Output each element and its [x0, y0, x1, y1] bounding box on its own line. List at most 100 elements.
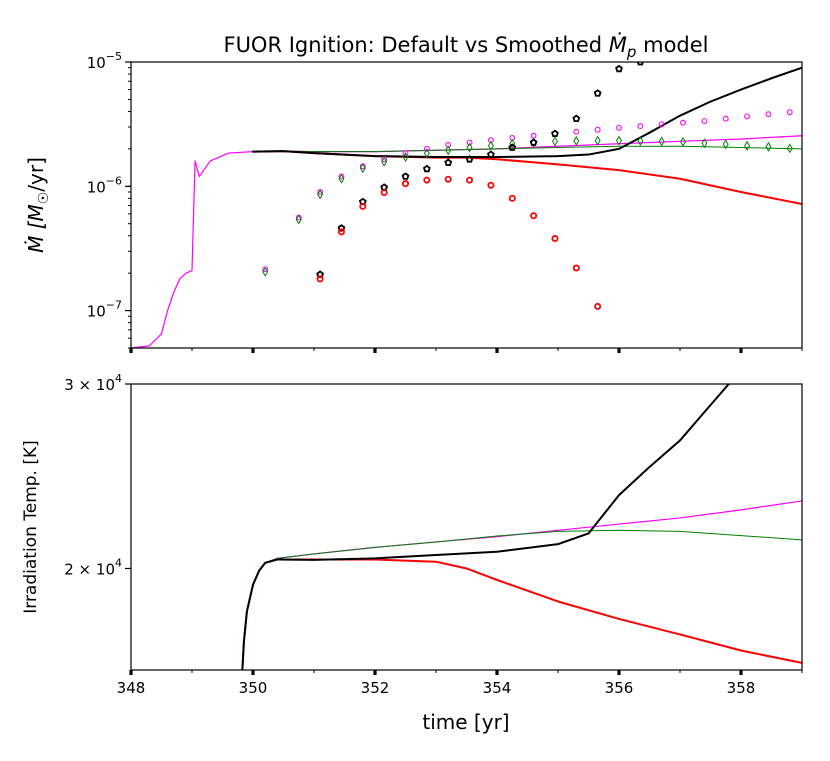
data-point-0-22 — [744, 113, 751, 120]
data-point-1-14 — [573, 135, 580, 146]
data-point-1-13 — [551, 136, 558, 147]
data-point-1-24 — [786, 143, 793, 154]
data-point-2-7 — [465, 155, 474, 163]
data-point-2-4 — [401, 172, 410, 180]
data-point-1-7 — [423, 148, 430, 159]
data-point-2-1 — [337, 224, 346, 232]
data-point-2-14 — [615, 64, 623, 73]
data-point-2-12 — [572, 114, 581, 122]
data-point-0-9 — [466, 139, 473, 146]
data-point-2-8 — [486, 150, 495, 158]
data-point-3-8 — [487, 181, 495, 189]
top-axes: 10−7 10−6 10−5 — [87, 50, 803, 353]
data-point-1-21 — [722, 139, 729, 150]
x-tick-label: 348 — [117, 679, 146, 697]
x-tick-label: 356 — [605, 679, 634, 697]
data-point-1-4 — [359, 163, 366, 174]
data-point-0-19 — [680, 119, 686, 126]
data-point-1-10 — [487, 140, 494, 151]
data-point-3-2 — [359, 202, 367, 210]
data-point-1-18 — [658, 136, 665, 147]
top-series-markers — [262, 62, 793, 310]
bottom-y-axis-title: Irradiation Temp. [K] — [21, 440, 41, 614]
data-point-1-17 — [637, 135, 644, 146]
bottom-plot-frame — [130, 383, 803, 671]
data-point-1-22 — [744, 140, 751, 151]
series-line-1-3 — [241, 384, 730, 670]
y-tick-label: 2 × 104 — [64, 556, 122, 578]
series-line-0-3 — [252, 66, 802, 159]
data-point-0-6 — [402, 150, 409, 157]
series-line-1-2 — [241, 558, 802, 670]
data-point-1-16 — [616, 135, 622, 146]
data-point-0-20 — [701, 118, 708, 124]
top-plot-area — [131, 62, 802, 348]
data-point-3-0 — [316, 275, 324, 283]
data-point-0-24 — [786, 109, 793, 116]
data-point-3-9 — [508, 194, 516, 202]
data-point-1-2 — [317, 189, 324, 200]
data-point-0-15 — [594, 126, 601, 133]
data-point-0-8 — [445, 142, 452, 148]
data-point-2-15 — [636, 62, 644, 66]
data-point-0-23 — [765, 111, 772, 118]
bottom-plot-area — [241, 384, 802, 670]
data-point-3-6 — [444, 175, 452, 183]
data-point-2-10 — [529, 138, 538, 146]
data-point-0-16 — [616, 124, 622, 131]
data-point-1-6 — [402, 152, 409, 162]
data-point-3-7 — [466, 176, 474, 184]
series-line-0-1 — [252, 145, 802, 153]
x-tick-label: 352 — [361, 679, 390, 697]
x-tick-label: 350 — [239, 679, 268, 697]
data-point-1-8 — [445, 145, 452, 156]
data-point-1-20 — [701, 138, 708, 149]
data-point-3-4 — [401, 180, 409, 188]
data-point-1-19 — [680, 136, 687, 147]
top-plot-frame — [130, 61, 803, 349]
x-tick-label: 354 — [483, 679, 512, 697]
data-point-3-5 — [423, 176, 431, 184]
data-point-3-10 — [530, 212, 538, 220]
chart-title: FUOR Ignition: Default vs Smoothed Ṁp mo… — [223, 32, 708, 61]
data-point-2-6 — [444, 158, 453, 166]
series-line-0-2 — [252, 150, 802, 206]
series-line-0-0 — [131, 135, 802, 348]
series-line-1-1 — [241, 529, 802, 670]
data-point-2-5 — [422, 164, 431, 173]
y-tick-label: 10−7 — [87, 299, 122, 321]
data-point-3-1 — [337, 228, 345, 236]
top-y-axis-title: Ṁ [M☉/yr] — [24, 157, 52, 253]
data-point-1-11 — [509, 138, 516, 149]
data-point-3-11 — [551, 235, 559, 243]
data-point-1-5 — [381, 156, 388, 167]
data-point-2-3 — [380, 183, 389, 191]
y-tick-label: 10−5 — [87, 50, 122, 72]
data-point-1-23 — [765, 141, 772, 152]
data-point-1-1 — [295, 214, 302, 225]
data-point-2-13 — [593, 89, 602, 97]
data-point-2-9 — [508, 143, 517, 151]
x-axis-title: time [yr] — [422, 710, 509, 734]
x-tick-label: 358 — [727, 679, 756, 697]
bottom-series-lines — [241, 384, 802, 670]
y-tick-label: 10−6 — [87, 174, 122, 196]
bottom-axes: 348 350 352 354 356 358 2 × 104 3 × 104 — [64, 372, 803, 697]
top-series-lines — [131, 66, 802, 348]
y-tick-label: 3 × 104 — [64, 372, 122, 394]
data-point-3-12 — [572, 264, 580, 272]
data-point-0-12 — [530, 132, 537, 139]
data-point-0-7 — [423, 145, 430, 152]
data-point-1-15 — [594, 135, 601, 146]
data-point-1-3 — [338, 173, 345, 184]
data-point-3-3 — [380, 189, 388, 197]
data-point-0-17 — [637, 123, 644, 130]
data-point-3-13 — [594, 302, 602, 310]
data-point-0-18 — [658, 121, 665, 128]
data-point-1-0 — [262, 266, 269, 277]
data-point-0-21 — [722, 115, 729, 122]
data-point-0-14 — [573, 128, 580, 135]
data-point-2-11 — [551, 129, 559, 138]
data-point-1-9 — [466, 142, 473, 153]
